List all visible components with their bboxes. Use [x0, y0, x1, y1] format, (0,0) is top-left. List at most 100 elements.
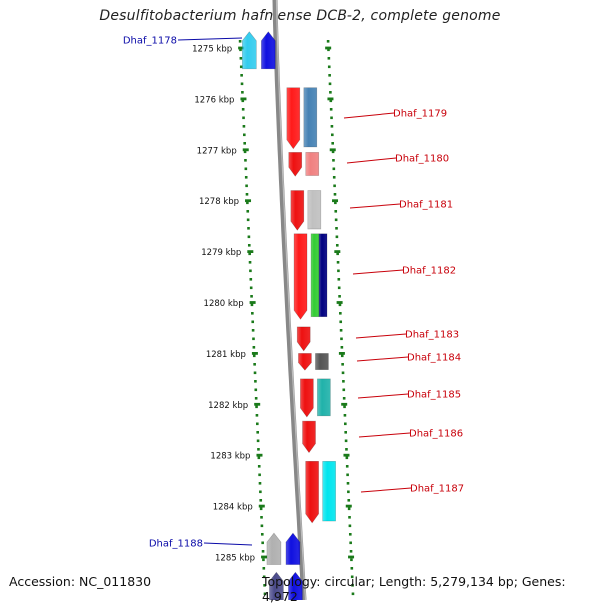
- guide-dot: [260, 524, 264, 528]
- tick-label: 1284 kbp: [213, 503, 253, 513]
- guide-dot: [329, 99, 333, 103]
- gene-feature-bar[interactable]: [315, 353, 329, 370]
- guide-dot: [339, 320, 343, 324]
- gene-arrow[interactable]: [269, 571, 284, 600]
- guide-dot: [248, 261, 252, 264]
- gene-dhaf_1188[interactable]: [266, 532, 301, 565]
- gene-arrow[interactable]: [305, 461, 319, 524]
- guide-dot: [330, 125, 334, 128]
- gene-label[interactable]: Dhaf_1181: [399, 200, 453, 211]
- gene-feature-bar[interactable]: [310, 233, 320, 318]
- gene-arrow[interactable]: [296, 326, 311, 352]
- gene-label[interactable]: Dhaf_1186: [409, 429, 463, 440]
- guide-dot: [249, 269, 252, 273]
- gene-dhaf_1178[interactable]: [242, 31, 276, 70]
- guide-dot: [341, 371, 345, 375]
- guide-dot: [333, 184, 336, 188]
- gene-arrow[interactable]: [261, 31, 276, 70]
- guide-dot: [328, 74, 331, 77]
- tick-mark-outer: [332, 199, 339, 203]
- gene-arrow[interactable]: [242, 31, 257, 70]
- tick-label: 1275 kbp: [192, 45, 232, 55]
- gene-arrow[interactable]: [290, 190, 305, 231]
- backbone-highlight: [275, 0, 307, 600]
- gene-dhaf_1180[interactable]: [288, 152, 320, 177]
- gene-dhaf_1184[interactable]: [298, 353, 329, 371]
- tick-mark: [240, 97, 247, 101]
- gene-arrow[interactable]: [288, 571, 303, 600]
- gene-label[interactable]: Dhaf_1180: [395, 154, 449, 165]
- gene-dhaf_1183[interactable]: [296, 326, 311, 352]
- gene-label[interactable]: Dhaf_1188: [149, 539, 203, 550]
- guide-dot: [344, 431, 347, 434]
- gene-label[interactable]: Dhaf_1183: [405, 330, 459, 341]
- tick-mark: [254, 402, 261, 406]
- guide-dot: [253, 363, 256, 366]
- gene-label[interactable]: Dhaf_1179: [393, 109, 447, 120]
- gene-feature-bar[interactable]: [317, 378, 331, 417]
- gene-dhaf_1187[interactable]: [305, 461, 336, 524]
- scale-tick: 1282 kbp: [208, 401, 348, 411]
- gene-label[interactable]: Dhaf_1178: [123, 36, 177, 47]
- guide-dot: [246, 218, 250, 222]
- tick-mark: [245, 199, 252, 203]
- guide-dot: [335, 227, 338, 230]
- gene-arrow[interactable]: [293, 233, 308, 320]
- guide-dot: [243, 150, 247, 154]
- guide-dot: [261, 550, 265, 553]
- guide-dot: [245, 193, 249, 196]
- guide-dot: [342, 380, 345, 383]
- tick-mark-outer: [345, 504, 352, 508]
- guide-dot: [244, 159, 247, 162]
- guide-dot: [333, 193, 337, 196]
- gene-arrow[interactable]: [302, 420, 316, 454]
- label-leader: [349, 203, 401, 209]
- gene-feature-bar[interactable]: [322, 461, 336, 522]
- guide-dot: [248, 252, 251, 256]
- gene-arrow[interactable]: [300, 378, 314, 418]
- scale-tick: 1279 kbp: [201, 248, 341, 258]
- gene-track: [242, 31, 336, 600]
- gene-label[interactable]: Dhaf_1182: [402, 266, 456, 277]
- guide-dot: [331, 150, 335, 154]
- inner-guide: [238, 40, 267, 596]
- gene-arrow[interactable]: [266, 532, 282, 565]
- guide-dot: [240, 82, 244, 86]
- label-leader: [356, 356, 409, 362]
- gene-arrow[interactable]: [298, 353, 312, 371]
- gene-dhaf_1179[interactable]: [286, 87, 318, 150]
- gene-label[interactable]: Dhaf_1184: [407, 353, 461, 364]
- gene-label[interactable]: Dhaf_1187: [410, 484, 464, 495]
- guide-dot: [334, 201, 337, 205]
- gene-feature-bar[interactable]: [318, 233, 328, 318]
- guide-dot: [251, 329, 255, 332]
- guide-dot: [239, 48, 242, 52]
- accession-text: Accession: NC_011830: [9, 574, 152, 589]
- gene-arrow[interactable]: [286, 87, 301, 150]
- guide-dot: [350, 575, 354, 579]
- gene-unlabeled[interactable]: [269, 571, 303, 600]
- tick-label: 1282 kbp: [208, 401, 248, 411]
- guide-dot: [340, 346, 344, 349]
- tick-mark-outer: [336, 301, 343, 304]
- scale-tick: 1277 kbp: [197, 146, 336, 156]
- guide-dot: [336, 252, 339, 256]
- guide-dot: [335, 244, 339, 247]
- gene-feature-bar[interactable]: [305, 152, 320, 176]
- gene-dhaf_1185[interactable]: [300, 378, 331, 418]
- gene-arrow[interactable]: [285, 532, 301, 565]
- gene-dhaf_1181[interactable]: [290, 190, 322, 231]
- gene-feature-bar[interactable]: [303, 87, 318, 148]
- guide-dot: [331, 142, 334, 145]
- guide-dot: [336, 261, 340, 264]
- tick-mark: [258, 504, 265, 508]
- gene-feature-bar[interactable]: [307, 190, 322, 230]
- tick-label: 1285 kbp: [215, 554, 255, 564]
- gene-label[interactable]: Dhaf_1185: [407, 390, 461, 401]
- gene-dhaf_1182[interactable]: [293, 233, 328, 320]
- guide-dot: [327, 48, 330, 52]
- scale-tick: 1280 kbp: [204, 299, 343, 309]
- guide-dot: [246, 201, 249, 205]
- gene-dhaf_1186[interactable]: [302, 420, 316, 454]
- gene-arrow[interactable]: [288, 152, 303, 177]
